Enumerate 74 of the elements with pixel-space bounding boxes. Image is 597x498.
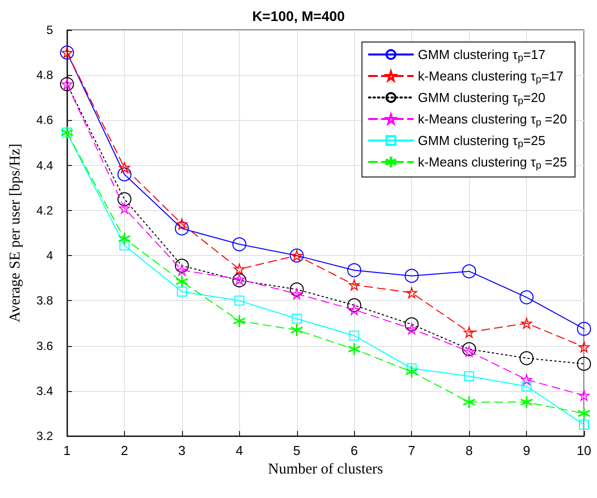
point	[174, 258, 189, 273]
point	[463, 396, 476, 408]
point	[464, 371, 474, 382]
point	[578, 390, 590, 401]
x-tick-label: 7	[408, 443, 416, 458]
point	[176, 275, 188, 288]
x-axis-title: Number of clusters	[268, 462, 384, 478]
x-tick-label: 10	[576, 443, 592, 458]
x-tick-label: 4	[236, 443, 243, 458]
y-tick-label: 4.2	[36, 203, 54, 218]
point	[117, 192, 132, 206]
point	[347, 263, 362, 278]
point	[464, 326, 475, 338]
point	[291, 288, 302, 300]
point	[348, 304, 360, 316]
point	[520, 351, 534, 366]
point	[462, 342, 476, 356]
x-tick-label: 1	[63, 443, 71, 458]
point	[578, 341, 590, 352]
y-tick-label: 3.6	[36, 338, 54, 353]
chart-title: K=100, M=400	[252, 8, 346, 24]
point	[579, 420, 589, 430]
point	[464, 346, 475, 357]
point	[234, 296, 244, 306]
point	[290, 282, 304, 296]
point	[406, 287, 418, 298]
x-tick-label: 9	[522, 443, 530, 458]
point	[406, 323, 418, 334]
point	[118, 162, 130, 174]
y-tick-label: 4.4	[36, 158, 54, 172]
point	[292, 314, 302, 324]
point	[234, 274, 245, 285]
point	[520, 290, 534, 304]
point	[404, 268, 419, 283]
point	[462, 264, 476, 278]
point	[117, 167, 132, 182]
point	[233, 314, 246, 327]
x-tick-label: 2	[120, 443, 128, 458]
point	[118, 232, 130, 245]
point	[176, 218, 188, 230]
point	[348, 343, 360, 356]
point	[577, 322, 591, 336]
y-tick-label: 4	[46, 248, 54, 263]
point	[174, 221, 189, 236]
y-tick-label: 4.8	[36, 68, 54, 82]
x-tick-label: 3	[178, 443, 186, 458]
y-tick-label: 3.4	[36, 384, 54, 398]
point	[232, 237, 246, 252]
point	[349, 330, 360, 341]
y-tick-label: 4.6	[36, 113, 54, 128]
point	[522, 381, 532, 392]
point	[521, 318, 532, 329]
point	[348, 279, 360, 290]
point	[118, 202, 130, 214]
y-tick-label: 3.2	[36, 429, 54, 443]
point	[290, 324, 303, 336]
point	[520, 396, 533, 408]
point	[119, 240, 130, 250]
point	[404, 317, 419, 332]
point	[578, 407, 590, 420]
point	[347, 298, 362, 312]
y-axis-title: Average SE per user [bps/Hz]	[8, 144, 24, 322]
x-tick-label: 6	[350, 443, 358, 458]
point	[406, 366, 418, 378]
x-tick-label: 8	[465, 443, 473, 458]
x-tick-label: 5	[293, 443, 300, 458]
point	[234, 264, 245, 275]
point	[406, 363, 417, 374]
point	[176, 286, 187, 297]
y-tick-label: 3.8	[36, 294, 54, 308]
y-tick-label: 5	[46, 23, 54, 37]
point	[176, 264, 188, 276]
point	[577, 356, 591, 371]
point	[521, 374, 532, 386]
